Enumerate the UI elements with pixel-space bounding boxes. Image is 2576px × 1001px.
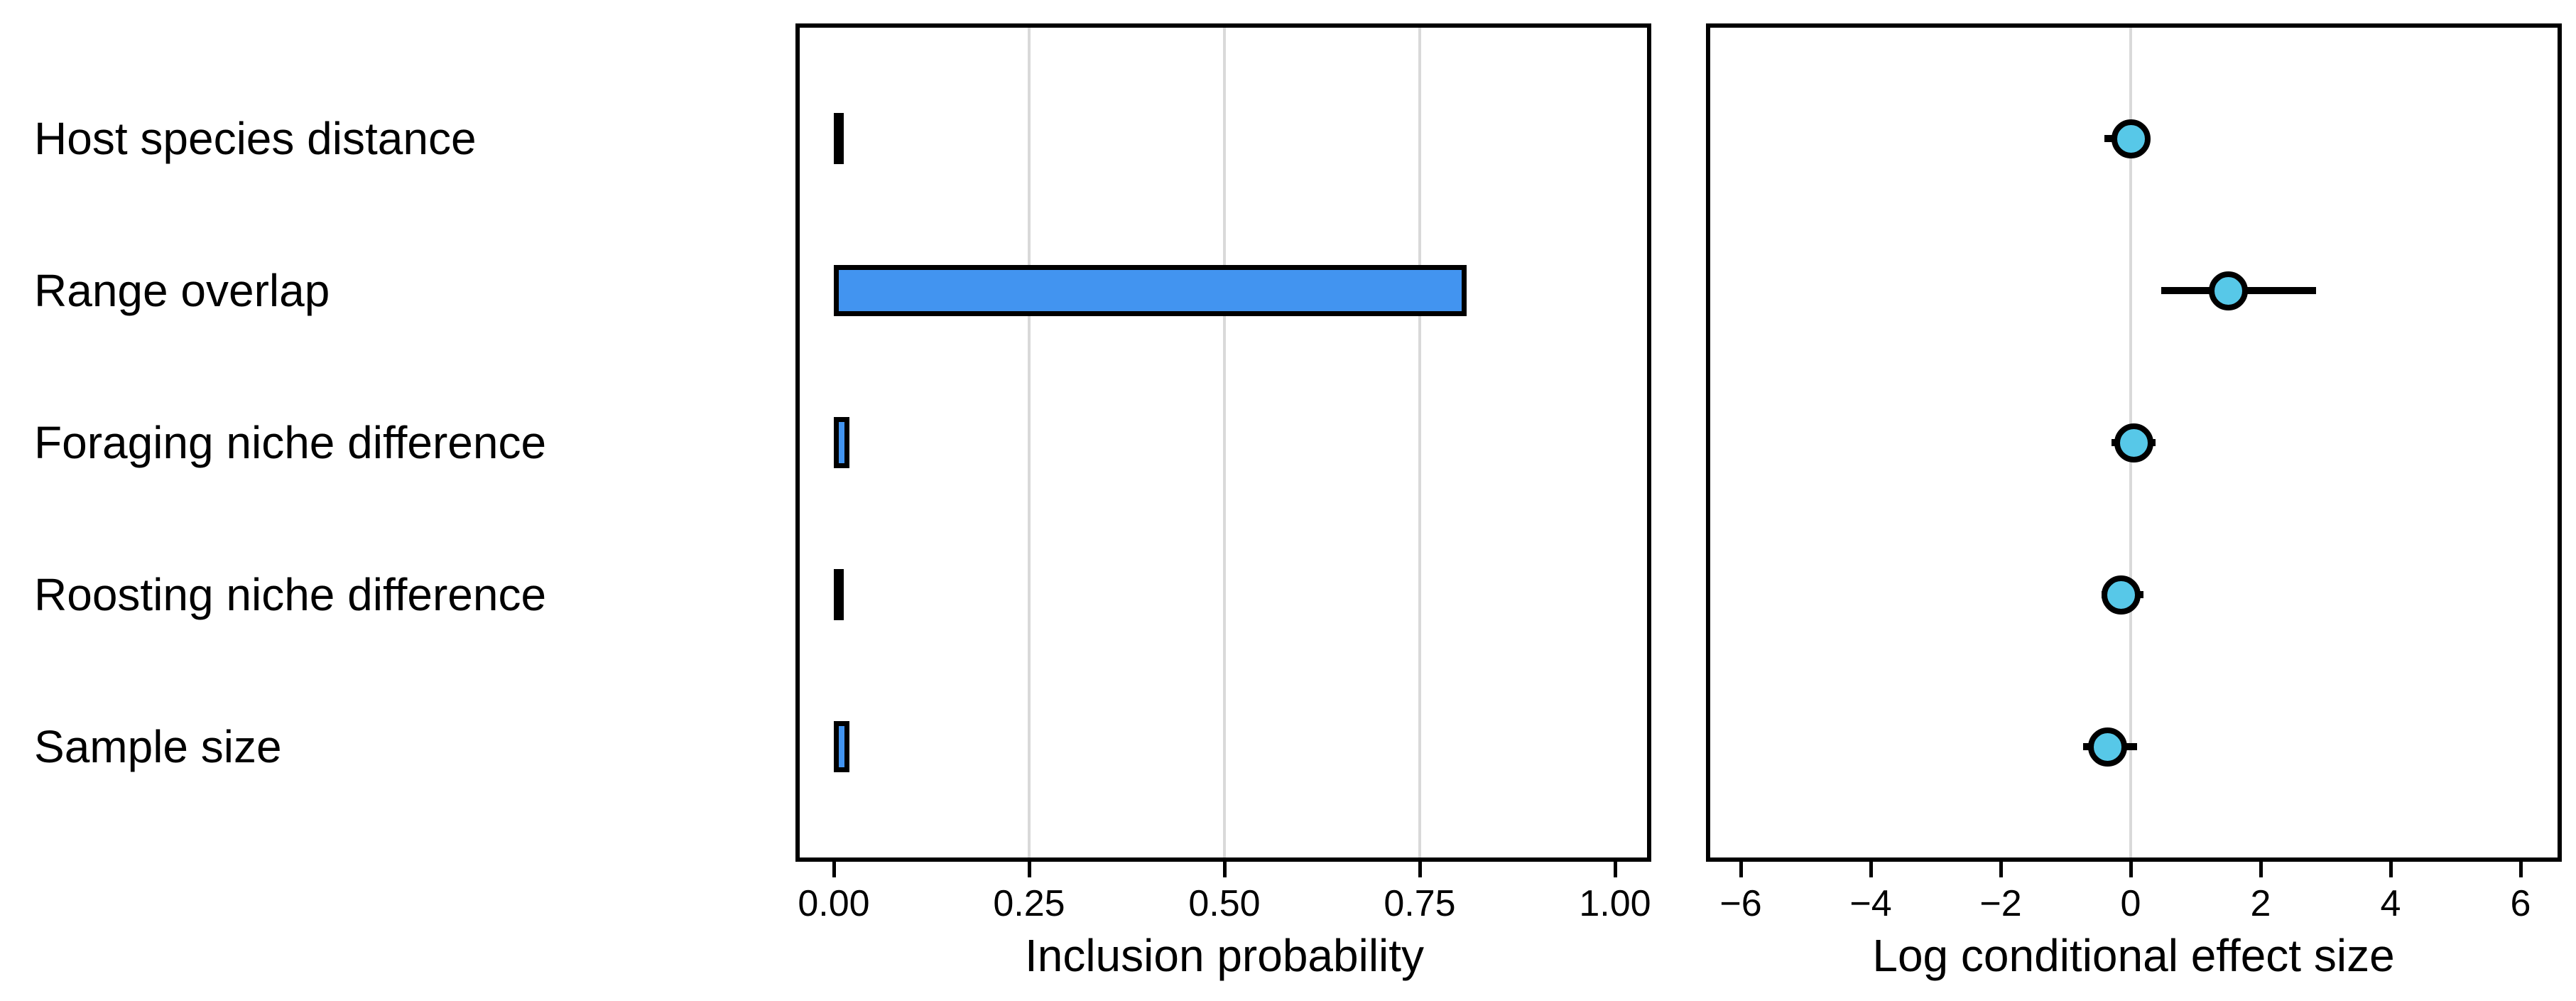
right-x-axis-tick-label: −6 (1719, 883, 1762, 924)
category-label: Range overlap (34, 265, 330, 316)
left-x-axis-tick-label: 0.75 (1384, 883, 1456, 924)
left-x-axis-title: Inclusion probability (1024, 930, 1425, 981)
left-x-axis-tick-label: 1.00 (1579, 883, 1651, 924)
left-x-axis-tick-label: 0.50 (1188, 883, 1261, 924)
left-panel-gridline (1028, 28, 1031, 857)
right-x-axis-tick-label: −2 (1979, 883, 2022, 924)
right-x-axis-tick (2388, 862, 2393, 877)
right-x-axis-tick (2259, 862, 2263, 877)
right-x-axis-tick-label: 2 (2250, 883, 2271, 924)
right-panel-border (1706, 23, 2562, 862)
right-x-axis-tick-label: 4 (2380, 883, 2401, 924)
left-x-axis-tick-label: 0.00 (798, 883, 870, 924)
inclusion-probability-bar (834, 569, 844, 620)
left-x-axis-tick-label: 0.25 (993, 883, 1065, 924)
right-x-axis-title: Log conditional effect size (1872, 930, 2395, 981)
left-x-axis-tick (832, 862, 836, 877)
effect-size-point-marker (2101, 575, 2141, 615)
category-label: Sample size (34, 721, 282, 772)
left-panel-gridline (1223, 28, 1226, 857)
right-x-axis-tick (1869, 862, 1873, 877)
effect-size-point-marker (2088, 727, 2128, 767)
effect-size-point-marker (2114, 423, 2154, 462)
effect-size-point-marker (2208, 271, 2248, 310)
left-x-axis-tick (1222, 862, 1227, 877)
inclusion-probability-bar (834, 417, 849, 468)
category-label: Host species distance (34, 113, 477, 164)
left-panel-gridline (1418, 28, 1421, 857)
inclusion-probability-bar (834, 113, 844, 164)
right-x-axis-tick (2129, 862, 2133, 877)
right-x-axis-tick-label: −4 (1849, 883, 1892, 924)
left-panel-border (795, 23, 1651, 862)
left-x-axis-tick (1027, 862, 1031, 877)
right-x-axis-tick (1739, 862, 1743, 877)
inclusion-probability-bar (834, 721, 849, 772)
category-label: Foraging niche difference (34, 417, 547, 468)
right-x-axis-tick (1999, 862, 2003, 877)
category-label: Roosting niche difference (34, 569, 547, 620)
left-x-axis-tick (1613, 862, 1617, 877)
inclusion-probability-bar (834, 265, 1467, 316)
right-x-axis-tick (2518, 862, 2523, 877)
effect-size-point-marker (2111, 119, 2151, 158)
right-x-axis-tick-label: 0 (2120, 883, 2141, 924)
right-x-axis-tick-label: 6 (2510, 883, 2531, 924)
left-x-axis-tick (1418, 862, 1422, 877)
